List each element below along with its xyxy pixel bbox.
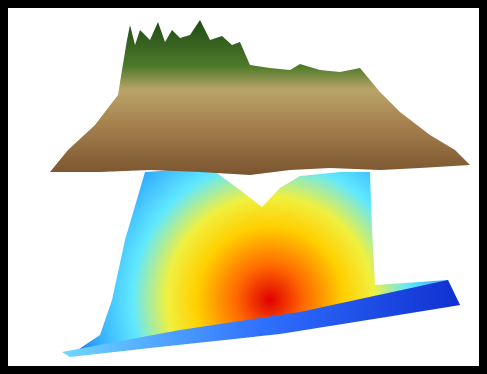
page bbox=[0, 0, 487, 374]
image bbox=[0, 0, 487, 374]
